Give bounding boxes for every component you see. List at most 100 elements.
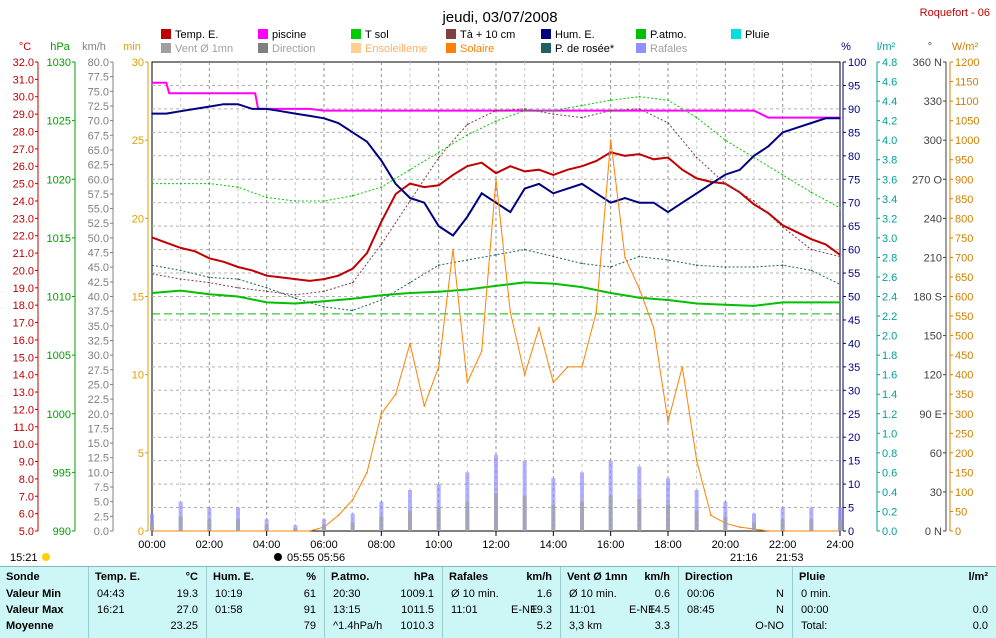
temp-axis-tick: 32.0: [13, 57, 34, 69]
direction-axis-tick: 30: [930, 487, 942, 499]
data-point: [624, 256, 626, 259]
data-point: [781, 226, 784, 228]
bar-mark: [752, 522, 756, 531]
temp-axis-tick: 12.0: [13, 404, 34, 416]
solar-axis-tick: 700: [955, 252, 973, 264]
data-point: [781, 116, 784, 119]
x-axis: 00:00 02:00 04:00 06:00 08:00 10:00 12:00 14:00…: [138, 531, 854, 551]
data-point: [638, 296, 641, 299]
temp-axis-tick: 13.0: [13, 387, 34, 399]
stats-section-unit: km/h: [526, 571, 552, 583]
stats-cell: 61: [303, 588, 316, 600]
temp-axis-tick: 29.0: [13, 109, 34, 121]
data-point: [552, 282, 555, 285]
data-point: [208, 257, 211, 260]
data-point: [179, 278, 182, 280]
data-point: [351, 109, 354, 112]
sun-left-icon: [42, 553, 50, 561]
stats-cell: 27.0: [176, 604, 198, 616]
data-point: [437, 151, 440, 154]
data-point: [466, 381, 469, 384]
solar-axis-tick: 400: [955, 370, 973, 382]
data-point: [652, 201, 655, 204]
data-point: [294, 297, 297, 300]
temp-axis-tick: 22.0: [13, 231, 34, 243]
data-point: [652, 158, 655, 161]
pressure-axis-tick: 1010: [47, 292, 71, 304]
solar-axis-tick: 1050: [955, 116, 979, 128]
data-point: [151, 112, 153, 115]
data-point: [337, 122, 340, 124]
direction-axis-tick: 300: [924, 135, 942, 147]
series-vent-1mn: [150, 492, 842, 531]
data-point: [781, 131, 784, 134]
pressure-axis-tick: 1020: [47, 174, 71, 186]
solar-axis-tick: 1150: [955, 77, 979, 89]
stats-cell: 10:19: [215, 588, 243, 600]
wind-axis-tick: 30.0: [88, 350, 109, 362]
rain-axis-tick: 1.8: [882, 350, 897, 362]
stats-cell: 20:30: [333, 588, 361, 600]
humidity-axis-tick: 15: [848, 456, 860, 468]
rain-axis-tick: 2.2: [882, 311, 897, 323]
data-point: [394, 183, 397, 185]
bar-mark: [608, 495, 613, 531]
rain-axis-tick: 3.4: [882, 194, 897, 206]
stats-cell: 04:43: [97, 588, 125, 600]
data-point: [466, 259, 469, 261]
stats-cell: 91: [303, 604, 316, 616]
rain-axis-tick: 2.4: [882, 292, 897, 304]
temp-axis-tick: 24.0: [13, 196, 34, 208]
direction-axis-tick: 330: [924, 96, 942, 108]
x-tick-label: 06:00: [310, 539, 338, 551]
data-point: [495, 109, 497, 112]
solar-axis-tick: 550: [955, 311, 973, 323]
data-point: [810, 301, 813, 304]
stats-section: Pluie l/m² 0 min. 00:00 0.0 Total: 0.0: [792, 567, 996, 638]
stats-cell: 0 min.: [801, 588, 831, 600]
rain-axis-tick: 2.6: [882, 272, 897, 284]
data-point: [380, 243, 383, 246]
data-point: [452, 248, 454, 251]
data-point: [237, 266, 239, 268]
stats-section-title: P.atmo.: [331, 571, 370, 583]
legend-swatch: [351, 29, 361, 39]
data-point: [237, 287, 239, 289]
wind-axis-tick: 10.0: [88, 467, 109, 479]
data-point: [409, 281, 411, 284]
wind-axis-tick: 2.5: [94, 511, 109, 523]
direction-axis-tick: 150: [924, 331, 942, 343]
wind-axis-tick: 15.0: [88, 438, 109, 450]
wind-axis-tick: 32.5: [88, 335, 109, 347]
data-point: [710, 183, 712, 185]
data-point: [695, 192, 698, 195]
temp-axis-tick: 9.0: [19, 457, 34, 469]
stats-section-unit: km/h: [644, 571, 670, 583]
series-p-atmo-: [151, 281, 841, 307]
data-point: [380, 186, 383, 188]
stats-cell: E-NE: [629, 604, 656, 616]
solar-axis-unit: W/m²: [952, 41, 979, 53]
data-point: [265, 274, 268, 277]
pressure-axis-tick: 1025: [47, 116, 71, 128]
wind-axis-tick: 55.0: [88, 204, 109, 216]
data-point: [695, 177, 698, 180]
data-point: [810, 248, 813, 251]
data-point: [667, 259, 669, 261]
data-point: [609, 99, 612, 101]
solar-axis-tick: 200: [955, 448, 973, 460]
data-point: [753, 109, 755, 112]
wind-axis-tick: 40.0: [88, 292, 109, 304]
data-point: [366, 252, 368, 254]
solar-axis-tick: 650: [955, 272, 973, 284]
stats-cell: 19.3: [530, 604, 552, 616]
stats-cell: 08:45: [687, 604, 715, 616]
stats-cell: N: [776, 588, 784, 600]
data-point: [437, 291, 440, 293]
data-point: [351, 131, 354, 134]
data-point: [151, 82, 153, 84]
data-point: [265, 290, 268, 293]
stats-cell: 14.5: [648, 604, 670, 616]
stats-section: Direction 00:06 N 08:45 N O-NO: [678, 567, 792, 638]
x-tick-label: 20:00: [712, 539, 740, 551]
